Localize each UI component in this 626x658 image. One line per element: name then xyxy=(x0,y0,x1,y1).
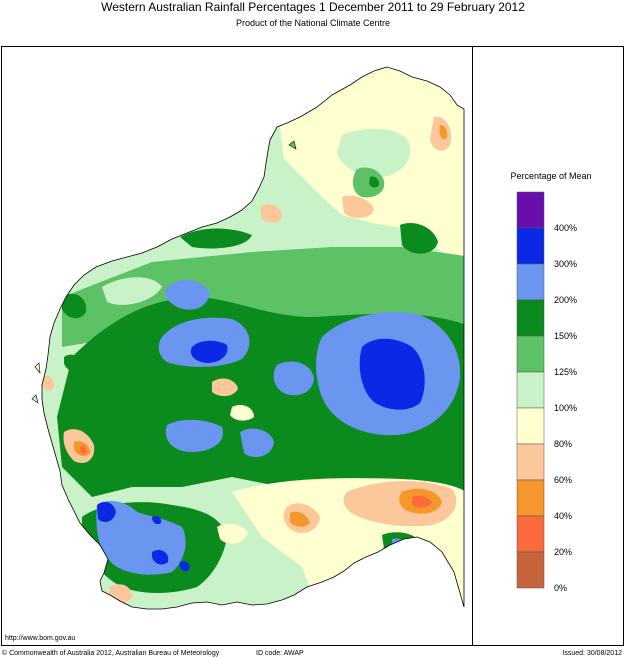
island xyxy=(288,140,297,150)
legend-tick-label: 60% xyxy=(554,475,572,485)
legend-swatch xyxy=(516,191,545,229)
rainfall-shading xyxy=(42,67,464,609)
legend-tick-label: 40% xyxy=(554,511,572,521)
legend-swatch xyxy=(516,443,545,481)
legend-swatch xyxy=(516,407,545,445)
map-title: Western Australian Rainfall Percentages … xyxy=(101,0,525,14)
legend-colorbar: 400% 300% 200% 150% 125% 100% 80% 60% 40% 20% 0% xyxy=(516,191,577,593)
footer-id-code: ID code: AWAP xyxy=(256,650,304,657)
footer-issued: Issued: 30/08/2012 xyxy=(562,650,622,657)
legend-swatch xyxy=(516,299,545,337)
island xyxy=(34,362,41,374)
legend-title: Percentage of Mean xyxy=(510,171,592,181)
legend-tick-label: 400% xyxy=(554,223,577,233)
legend-divider xyxy=(472,46,473,646)
legend-swatch xyxy=(516,335,545,373)
figure-frame xyxy=(1,46,624,646)
legend-swatch xyxy=(516,371,545,409)
legend-swatch xyxy=(516,515,545,553)
legend-swatch xyxy=(516,479,545,517)
footer-copyright: © Commonwealth of Australia 2012, Austra… xyxy=(2,650,220,657)
legend-tick-label: 20% xyxy=(554,547,572,557)
legend-tick-label: 125% xyxy=(554,367,577,377)
rainfall-map xyxy=(31,66,465,610)
legend-swatch xyxy=(516,551,545,589)
legend-swatch xyxy=(516,263,545,301)
footer-url[interactable]: http://www.bom.gov.au xyxy=(5,635,76,642)
island xyxy=(31,394,39,404)
coastline xyxy=(41,66,465,610)
legend-tick-label: 200% xyxy=(554,295,577,305)
legend-tick-label: 80% xyxy=(554,439,572,449)
legend-tick-label: 300% xyxy=(554,259,577,269)
legend-tick-label: 0% xyxy=(554,583,567,593)
map-subtitle: Product of the National Climate Centre xyxy=(235,18,391,28)
legend-swatch xyxy=(516,227,545,265)
legend-tick-label: 150% xyxy=(554,331,577,341)
legend-tick-label: 100% xyxy=(554,403,577,413)
